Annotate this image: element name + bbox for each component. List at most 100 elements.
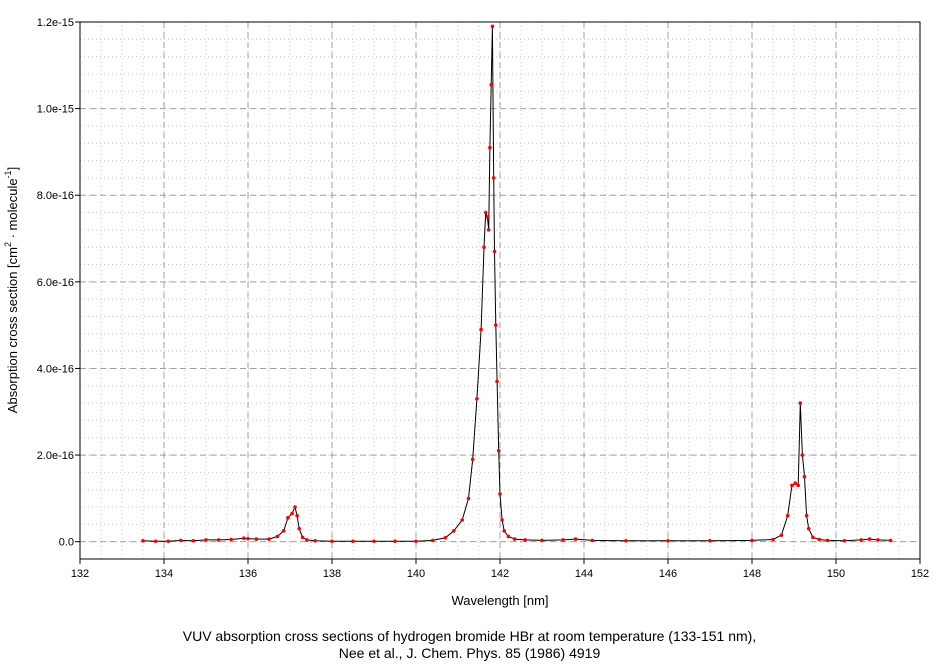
y-tick-label: 1.0e-15 [37,104,74,116]
data-point [490,24,495,29]
series-absorption [141,24,893,544]
y-tick-label: 2.0e-16 [37,450,74,462]
data-point [460,518,465,522]
data-point [300,535,305,540]
data-point [166,539,170,544]
y-tick-label: 0.0 [59,537,74,549]
data-point [512,537,517,541]
data-point [666,539,670,543]
data-point [804,513,809,518]
x-tick-label: 132 [71,568,89,580]
data-point [229,537,233,542]
x-tick-label: 142 [491,568,509,580]
data-point [482,245,486,249]
data-point [295,513,299,518]
data-point [624,539,628,543]
y-tick-label: 1.2e-15 [37,17,74,29]
data-point [798,401,803,405]
data-point [708,539,712,543]
data-point [811,535,815,540]
caption-line-1: VUV absorption cross sections of hydroge… [182,628,757,644]
axis-ticks [75,21,921,564]
x-tick-label: 152 [911,568,929,580]
y-tick-label: 6.0e-16 [37,277,74,289]
data-point [466,496,471,501]
y-tick-label: 8.0e-16 [37,190,74,202]
data-point [330,539,334,544]
data-point [204,538,208,542]
data-point [485,215,490,219]
data-point [293,505,297,509]
data-point [876,538,880,542]
x-tick-label: 148 [743,568,761,580]
y-axis-title-part: · molecule [5,178,20,242]
caption-line-2: Nee et al., J. Chem. Phys. 85 (1986) 491… [338,645,601,661]
data-point [452,529,456,533]
data-point [779,533,784,537]
data-point [802,474,807,479]
data-point [216,538,221,542]
data-point [483,210,488,215]
data-point [496,448,501,453]
data-point [443,535,448,540]
data-point [297,526,302,531]
data-point [806,526,811,531]
data-point [842,539,847,543]
data-point [486,228,491,232]
data-point [523,538,527,542]
data-point [491,176,496,180]
y-axis-title-part: ] [5,167,20,171]
y-axis-title-superscript: 2 [3,242,13,247]
x-tick-label: 138 [323,568,341,580]
data-point [590,538,595,543]
data-point [825,538,830,543]
y-axis-tick-labels: 0.0 2.0e-16 4.0e-16 6.0e-16 8.0e-16 1.0e-15 1.… [37,17,74,549]
data-point [305,538,309,542]
data-point [191,539,196,543]
y-axis-title: Absorption cross section [cm2 · molecule… [3,167,20,413]
data-point [254,537,259,541]
data-point [470,457,475,462]
data-point [506,534,511,539]
data-point [500,518,504,522]
x-axis-title: Wavelength [nm] [451,593,548,608]
data-point [372,539,376,544]
data-point [290,511,294,516]
data-point [800,453,805,457]
data-point [153,539,158,544]
data-point [351,539,355,544]
data-point [859,538,863,542]
x-tick-label: 136 [239,568,257,580]
data-point [888,538,893,543]
data-point [867,537,872,541]
data-point [393,539,397,544]
data-point [275,534,280,539]
data-point [179,538,183,543]
data-point [796,483,800,488]
data-point [489,82,493,87]
x-axis-tick-labels: 132 134 136 138 140 142 144 146 148 150 152 [71,568,929,580]
figure-caption: VUV absorption cross sections of hydroge… [0,628,939,662]
y-axis-title-superscript: -1 [3,170,13,178]
data-point [750,538,754,543]
data-point [475,396,479,401]
data-point [495,379,499,384]
data-point [573,537,578,541]
data-point [540,538,544,543]
x-tick-label: 140 [407,568,425,580]
x-tick-label: 150 [827,568,845,580]
x-tick-label: 146 [659,568,677,580]
data-point [141,539,145,543]
y-axis-title-part: Absorption cross section [cm [5,247,20,413]
x-tick-label: 134 [155,568,173,580]
data-point [502,529,507,533]
data-point [817,537,821,542]
data-point [267,537,271,541]
series-line [142,26,891,542]
x-tick-label: 144 [575,568,593,580]
data-point [561,538,565,542]
data-point [281,529,286,533]
data-point [488,145,492,150]
data-point [313,539,318,543]
